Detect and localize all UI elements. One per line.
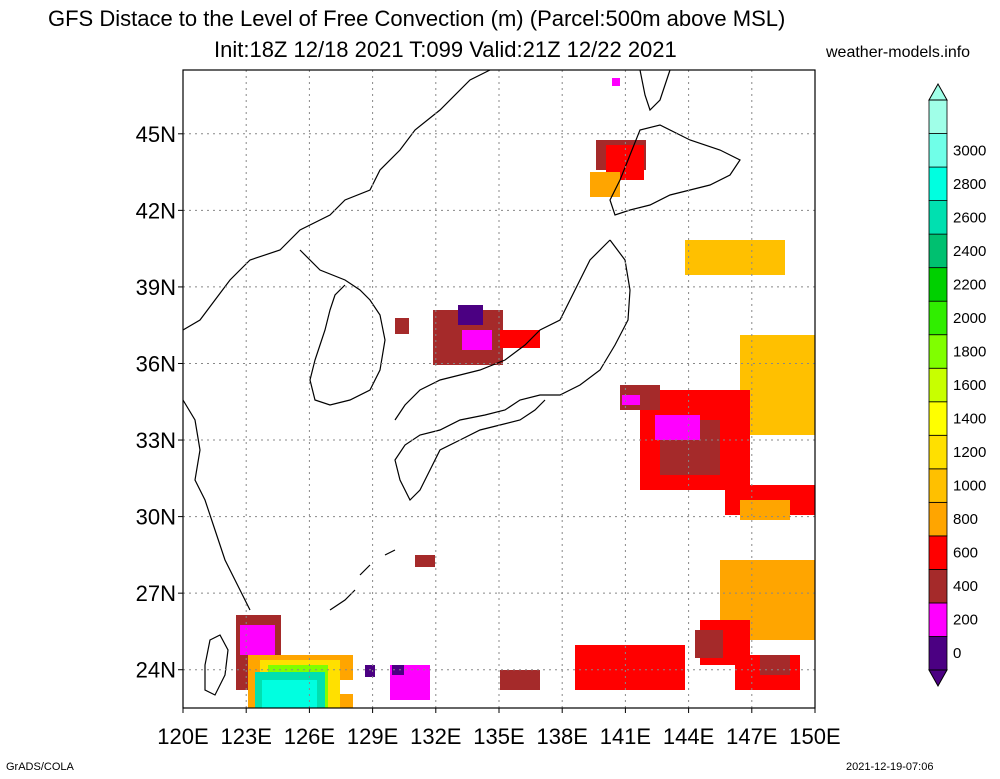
colorbar-level-label: 0 xyxy=(953,645,961,662)
lon-tick-label: 123E xyxy=(221,724,272,749)
colorbar-swatch xyxy=(928,434,948,470)
coast-taiwan xyxy=(204,634,229,696)
colorbar-swatch xyxy=(928,569,948,604)
lon-tick-label: 144E xyxy=(663,724,714,749)
coast-china-east xyxy=(182,399,251,611)
shade-sw-magenta xyxy=(240,625,275,655)
lon-tick-label: 120E xyxy=(157,724,208,749)
colorbar: 0 200 400 600 800 1000 1200 1400 1600 1800 2000 220… xyxy=(928,82,986,688)
footer-software: GrADS/COLA xyxy=(6,761,74,773)
lon-tick-label: 150E xyxy=(789,724,840,749)
shade-sakhalin-magenta xyxy=(612,78,620,86)
lon-tick-label: 126E xyxy=(284,724,335,749)
latitude-labels: 24N 27N 30N 33N 36N 39N 42N 45N xyxy=(136,122,183,683)
colorbar-swatch xyxy=(928,367,948,403)
lat-tick-label: 33N xyxy=(136,428,176,453)
longitude-labels: 120E 123E 126E 129E 132E 135E 138E 141E 144E 147E… xyxy=(157,708,841,749)
colorbar-level-label: 800 xyxy=(953,511,978,528)
lon-tick-label: 138E xyxy=(537,724,588,749)
lon-tick-label: 129E xyxy=(347,724,398,749)
coast-hokkaido xyxy=(609,124,741,216)
coast-honshu xyxy=(394,239,631,502)
site-credit: weather-models.info xyxy=(826,44,971,61)
shade-sw-indigo-mid xyxy=(365,665,375,677)
colorbar-swatch xyxy=(928,334,948,369)
shade-pacific-magenta-west xyxy=(622,395,640,405)
shade-28n-brown xyxy=(415,555,435,567)
lat-tick-label: 30N xyxy=(136,505,176,530)
lon-tick-label: 141E xyxy=(600,724,651,749)
shade-sw-gap xyxy=(340,680,353,694)
colorbar-level-label: 2000 xyxy=(953,310,986,327)
colorbar-swatch xyxy=(928,233,948,269)
shade-pacific-north-yellow xyxy=(685,240,785,275)
colorbar-swatch xyxy=(928,99,948,134)
coast-honshu-west xyxy=(394,239,611,421)
colorbar-level-label: 1600 xyxy=(953,377,986,394)
colorbar-under-arrow xyxy=(928,669,948,688)
colorbar-level-label: 2600 xyxy=(953,209,986,226)
shade-hokkaido-orange xyxy=(590,172,620,197)
map-title: GFS Distace to the Level of Free Convect… xyxy=(48,6,786,31)
map-subtitle-init-valid: Init:18Z 12/18 2021 T:099 Valid:21Z 12/2… xyxy=(214,37,677,62)
shade-sw-cyan xyxy=(262,680,317,708)
colorbar-level-label: 600 xyxy=(953,545,978,562)
colorbar-level-label: 1000 xyxy=(953,478,986,495)
shade-pacific-magenta-cluster xyxy=(655,415,700,440)
colorbar-swatch xyxy=(928,401,948,436)
colorbar-level-label: 200 xyxy=(953,612,978,629)
shade-korea-east xyxy=(395,318,409,334)
shade-sw-indigo-east xyxy=(392,665,404,675)
colorbar-level-label: 1400 xyxy=(953,411,986,428)
colorbar-level-label: 3000 xyxy=(953,142,986,159)
lon-tick-label: 147E xyxy=(726,724,777,749)
colorbar-level-label: 2400 xyxy=(953,243,986,260)
lat-tick-label: 39N xyxy=(136,275,176,300)
coast-mainland-north xyxy=(182,69,491,331)
colorbar-swatch xyxy=(928,300,948,336)
shade-24n-brown xyxy=(500,670,540,690)
colorbar-level-label: 2200 xyxy=(953,276,986,293)
lat-tick-label: 36N xyxy=(136,351,176,376)
lfc-shading xyxy=(236,78,815,708)
colorbar-swatch xyxy=(928,636,948,671)
coastlines xyxy=(182,69,741,696)
coast-korea xyxy=(299,249,386,406)
colorbar-swatch xyxy=(928,133,948,168)
colorbar-swatch xyxy=(928,200,948,235)
lat-tick-label: 42N xyxy=(136,198,176,223)
shade-pacific-east-yellow xyxy=(740,335,815,435)
colorbar-swatch xyxy=(928,166,948,201)
colorbar-level-label: 2800 xyxy=(953,176,986,193)
shade-japan-sea-magenta xyxy=(462,330,492,350)
colorbar-level-label: 400 xyxy=(953,578,978,595)
lat-tick-label: 45N xyxy=(136,122,176,147)
lon-tick-label: 132E xyxy=(410,724,461,749)
lat-tick-label: 27N xyxy=(136,581,176,606)
colorbar-swatch xyxy=(928,535,948,570)
colorbar-level-label: 1200 xyxy=(953,444,986,461)
shade-japan-sea-red xyxy=(500,330,540,348)
shade-pacific-24n-brown-east xyxy=(760,655,790,675)
colorbar-swatch xyxy=(928,267,948,302)
coast-sakhalin xyxy=(639,69,671,112)
map-plot-area xyxy=(182,69,816,709)
lon-tick-label: 135E xyxy=(473,724,524,749)
colorbar-swatch xyxy=(928,468,948,503)
shade-pacific-30n-orange xyxy=(740,500,790,520)
colorbar-swatch xyxy=(928,501,948,537)
shade-pacific-24n-red xyxy=(575,645,685,690)
footer-timestamp: 2021-12-19-07:06 xyxy=(846,761,934,773)
shade-japan-sea-indigo xyxy=(458,305,483,325)
colorbar-over-arrow xyxy=(928,82,948,101)
colorbar-level-label: 1800 xyxy=(953,343,986,360)
lat-tick-label: 24N xyxy=(136,658,176,683)
colorbar-swatch xyxy=(928,602,948,637)
map-gridlines xyxy=(183,70,815,708)
shade-pacific-25n-brown xyxy=(695,630,723,658)
